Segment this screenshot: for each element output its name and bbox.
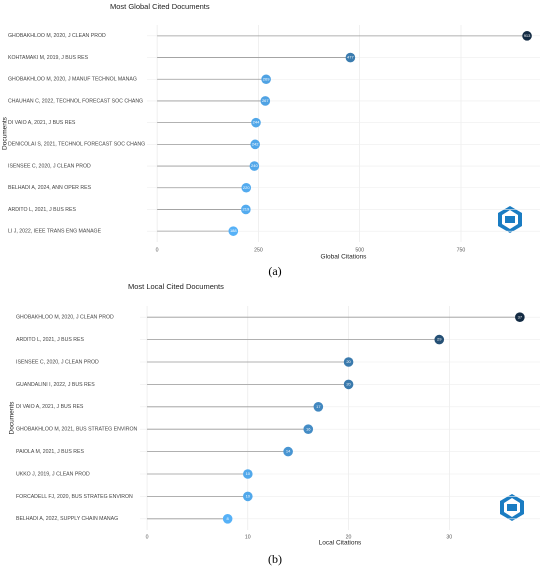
y-tick-label: ARDITO L, 2021, J BUS RES (8, 207, 76, 213)
data-label: 17 (316, 404, 321, 409)
y-tick-label: ISENSEE C, 2020, J CLEAN PROD (16, 359, 99, 365)
y-tick-label: DI VAIO A, 2021, J BUS RES (8, 120, 76, 126)
lollipop-dot (250, 139, 260, 150)
y-axis-label: Documents (2, 116, 9, 150)
y-tick-label: ISENSEE C, 2020, J CLEAN PROD (8, 163, 91, 169)
data-label: 8 (227, 516, 230, 521)
y-tick-label: PAIOLA M, 2021, J BUS RES (16, 449, 84, 455)
lollipop-dot (243, 491, 253, 502)
lollipop-dot (343, 379, 354, 390)
lollipop-dot (228, 226, 239, 236)
data-label: 269 (263, 76, 270, 81)
caption: (b) (268, 552, 282, 566)
y-tick-label: DENICOLAI S, 2021, TECHNOL FORECAST SOC … (8, 142, 145, 148)
lollipop-dot (249, 161, 260, 171)
y-tick-label: CHAUHAN C, 2022, TECHNOL FORECAST SOC CH… (8, 98, 143, 104)
y-tick-label: FORCADELL FJ, 2020, BUS STRATEG ENVIRON (16, 494, 133, 500)
data-label: 219 (243, 207, 250, 212)
data-label: 220 (243, 185, 250, 190)
x-tick-label: 30 (446, 534, 452, 540)
chart-title: Most Local Cited Documents (128, 282, 224, 291)
lollipop-dot (343, 357, 354, 367)
x-tick-label: 250 (254, 247, 263, 253)
x-axis-label: Global Citations (321, 254, 368, 261)
x-tick-label: 10 (245, 534, 251, 540)
lollipop-dot (261, 74, 271, 85)
x-axis-label: Local Citations (319, 540, 362, 547)
x-tick-label: 20 (346, 534, 352, 540)
lollipop-dot (241, 204, 251, 215)
lollipop-dot (345, 52, 356, 63)
y-tick-label: DI VAIO A, 2021, J BUS RES (16, 404, 84, 410)
lollipop-dot (251, 117, 261, 128)
data-label: 244 (253, 120, 260, 125)
logo (498, 206, 522, 233)
x-tick-label: 750 (457, 247, 466, 253)
data-label: 242 (252, 141, 259, 146)
data-label: 29 (437, 337, 442, 342)
lollipop-dot (243, 469, 253, 479)
data-label: 477 (347, 55, 354, 60)
y-tick-label: KOHTAMAKI M, 2019, J BUS RES (8, 55, 89, 61)
data-label: 240 (251, 163, 258, 168)
x-tick-label: 500 (355, 247, 364, 253)
y-tick-label: UKKO J, 2019, J CLEAN PROD (16, 471, 90, 477)
data-label: 16 (306, 426, 311, 431)
x-tick-label: 0 (156, 247, 159, 253)
data-label: 267 (262, 98, 269, 103)
y-tick-label: GHOBAKHLOO M, 2021, BUS STRATEG ENVIRON (16, 427, 138, 433)
data-label: 14 (286, 449, 291, 454)
y-tick-label: ARDITO L, 2021, J BUS RES (16, 337, 84, 343)
data-label: 188 (230, 228, 237, 233)
lollipop-dot (434, 334, 445, 345)
y-tick-label: BELHADI A, 2024, ANN OPER RES (8, 185, 92, 191)
lollipop-dot (303, 424, 314, 435)
y-tick-label: GHOBAKHLOO M, 2020, J MANUF TECHNOL MANA… (8, 77, 137, 83)
lollipop-dot (260, 96, 271, 106)
lollipop-dot (313, 402, 324, 412)
lollipop-dot (222, 514, 233, 524)
y-tick-label: GUANDALINI I, 2022, J BUS RES (16, 382, 95, 388)
data-label: 913 (524, 33, 531, 38)
chart-panel: Most Local Cited Documents Documents Local… (9, 282, 540, 566)
lollipop-dot (283, 446, 293, 457)
y-axis-label: Documents (9, 401, 16, 435)
y-tick-label: GHOBAKHLOO M, 2020, J CLEAN PROD (8, 33, 106, 39)
caption: (a) (268, 264, 281, 278)
y-tick-label: LI J, 2022, IEEE TRANS ENG MANAGE (8, 229, 102, 235)
lollipop-dot (515, 312, 525, 323)
y-tick-label: GHOBAKHLOO M, 2020, J CLEAN PROD (16, 315, 114, 321)
x-tick-label: 0 (146, 534, 149, 540)
lollipop-dot (241, 182, 252, 193)
lollipop-dot (522, 31, 532, 41)
data-label: 20 (346, 359, 351, 364)
data-label: 37 (518, 314, 523, 319)
chart-title: Most Global Cited Documents (110, 2, 210, 11)
logo (500, 494, 524, 521)
data-label: 10 (246, 471, 251, 476)
y-tick-label: BELHADI A, 2022, SUPPLY CHAIN MANAG (16, 516, 118, 522)
data-label: 20 (346, 381, 351, 386)
data-label: 10 (246, 493, 251, 498)
chart-panel: Most Global Cited Documents Documents Glob… (2, 2, 540, 278)
